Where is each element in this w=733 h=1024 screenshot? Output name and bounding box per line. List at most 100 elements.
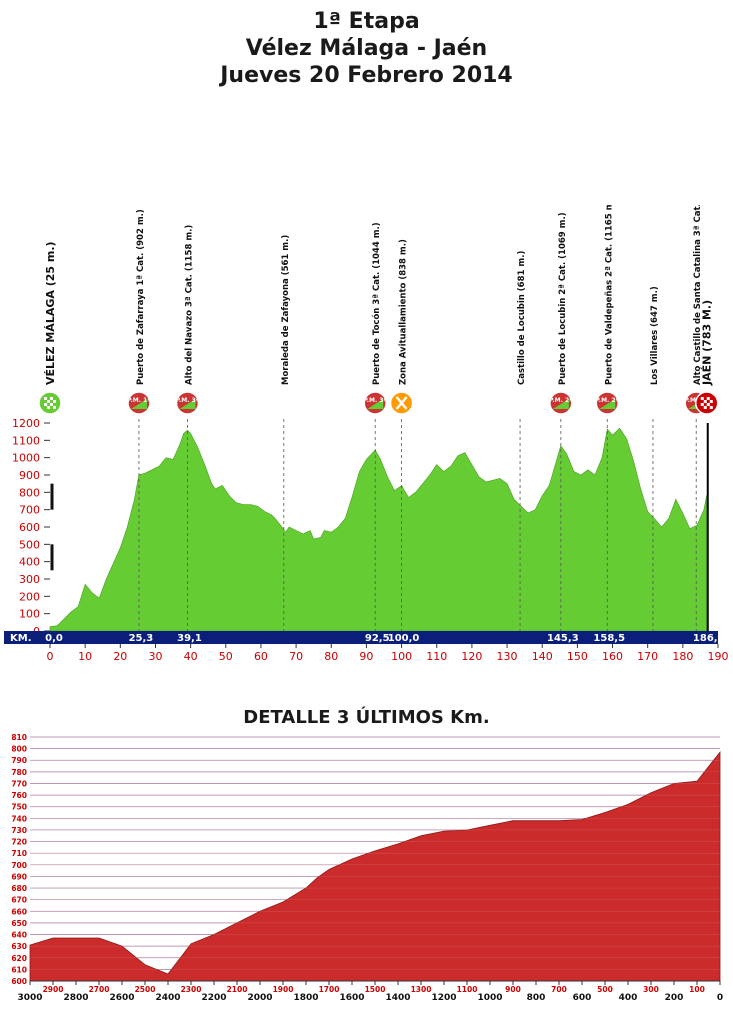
detail-y-tick-label: 700 xyxy=(11,861,27,870)
kom-badge-text: P.M. 2ª xyxy=(596,397,619,404)
poi-label: VÉLEZ MÁLAGA (25 m.) xyxy=(44,241,57,385)
detail-y-tick-label: 780 xyxy=(11,768,27,777)
detail-x-tick-label: 2900 xyxy=(43,985,64,994)
detail-x-tick-label: 2600 xyxy=(109,993,134,1003)
distance-marker: 25,3 xyxy=(129,633,154,644)
detail-x-tick-label: 2100 xyxy=(227,985,248,994)
stage-date: Jueves 20 Febrero 2014 xyxy=(220,63,513,88)
x-tick-label: 20 xyxy=(113,650,127,663)
detail-elevation-area xyxy=(29,750,721,982)
x-tick-label: 170 xyxy=(637,650,658,663)
distance-marker: 186,8 xyxy=(693,633,725,644)
x-tick-label: 180 xyxy=(672,650,693,663)
poi-label: Castillo de Locubin (681 m.) xyxy=(517,251,527,385)
feed-cutlery-icon xyxy=(395,396,408,410)
detail-x-tick-label: 1700 xyxy=(319,985,340,994)
detail-x-tick-label: 400 xyxy=(619,993,638,1003)
y-tick-label: 900 xyxy=(19,469,40,482)
poi-label: Puerto de Tocón 3ª Cat. (1044 m.) xyxy=(371,222,382,385)
x-tick-label: 70 xyxy=(289,650,303,663)
kom-mountain-icon xyxy=(552,399,569,409)
detail-y-tick-label: 660 xyxy=(11,907,27,916)
checker-cell xyxy=(50,403,53,406)
x-tick-label: 190 xyxy=(708,650,729,663)
detail-y-tick-label: 640 xyxy=(11,931,27,940)
checker-cell xyxy=(47,400,50,403)
kom-badge-text: P.M. 1ª xyxy=(127,397,150,404)
detail-x-tick-label: 1000 xyxy=(477,993,502,1003)
detail-x-tick-label: 1100 xyxy=(457,985,478,994)
detail-y-tick-label: 650 xyxy=(11,919,27,928)
poi-label: Puerto de Zafarraya 1ª Cat. (902 m.) xyxy=(136,209,146,385)
detail-y-tick-label: 620 xyxy=(11,954,27,963)
checker-cell xyxy=(44,397,47,400)
x-tick-label: 80 xyxy=(324,650,338,663)
y-tick-label: 600 xyxy=(19,521,40,534)
kom-badge-text: P.M. 2ª xyxy=(549,397,572,404)
detail-y-tick-label: 680 xyxy=(11,884,27,893)
detail-y-tick-label: 750 xyxy=(11,803,27,812)
poi-label: Alto Castillo de Santa Catalina 3ª Cat. … xyxy=(693,205,703,385)
distance-marker: 158,5 xyxy=(593,633,625,644)
detail-y-tick-label: 630 xyxy=(11,942,27,951)
checker-cell xyxy=(53,400,56,403)
distance-bar xyxy=(4,631,718,644)
detail-y-tick-label: 690 xyxy=(11,872,27,881)
detail-x-tick-label: 500 xyxy=(597,985,613,994)
y-tick-label: 1200 xyxy=(12,417,40,430)
detail-x-tick-label: 2400 xyxy=(155,993,180,1003)
detail-y-tick-label: 670 xyxy=(11,896,27,905)
detail-chart-title: DETALLE 3 ÚLTIMOS Km. xyxy=(243,707,490,728)
y-tick-label: 100 xyxy=(19,608,40,621)
poi-label: Moraleda de Zafayona (561 m.) xyxy=(281,235,291,385)
detail-x-tick-label: 2200 xyxy=(201,993,226,1003)
checker-cell xyxy=(703,400,707,403)
y-tick-label: 400 xyxy=(19,556,40,569)
kom-badge-text: P.M. 3ª xyxy=(176,397,199,404)
checker-cell xyxy=(50,397,53,400)
detail-y-tick-label: 760 xyxy=(11,791,27,800)
detail-x-tick-label: 600 xyxy=(573,993,592,1003)
y-tick-label: 200 xyxy=(19,590,40,603)
distance-bar-label: KM. xyxy=(10,633,32,644)
x-tick-label: 30 xyxy=(148,650,162,663)
detail-x-tick-label: 200 xyxy=(665,993,684,1003)
distance-marker: 0,0 xyxy=(45,633,63,644)
detail-x-tick-label: 1900 xyxy=(273,985,294,994)
x-tick-label: 130 xyxy=(497,650,518,663)
kom-mountain-icon xyxy=(367,399,384,409)
x-tick-label: 110 xyxy=(426,650,447,663)
detail-x-tick-label: 2000 xyxy=(247,993,272,1003)
x-tick-label: 50 xyxy=(219,650,233,663)
x-tick-label: 0 xyxy=(47,650,54,663)
detail-x-tick-label: 2800 xyxy=(63,993,88,1003)
detail-y-tick-label: 740 xyxy=(11,814,27,823)
checker-cell xyxy=(53,406,56,409)
detail-x-tick-label: 100 xyxy=(689,985,705,994)
detail-x-tick-label: 1600 xyxy=(339,993,364,1003)
detail-y-tick-label: 710 xyxy=(11,849,27,858)
checker-cell xyxy=(706,397,710,400)
checker-cell xyxy=(700,397,704,400)
stage-number: 1ª Etapa xyxy=(313,9,420,34)
y-tick-label: 500 xyxy=(19,538,40,551)
detail-y-tick-label: 730 xyxy=(11,826,27,835)
detail-x-tick-label: 1400 xyxy=(385,993,410,1003)
distance-marker: 92,5 xyxy=(365,633,390,644)
poi-label: Puerto de Valdepeñas 2ª Cat. (1165 m.) xyxy=(604,205,614,385)
kom-mountain-icon xyxy=(179,399,196,409)
detail-y-tick-label: 770 xyxy=(11,779,27,788)
detail-x-tick-label: 2700 xyxy=(89,985,110,994)
detail-x-tick-label: 3000 xyxy=(17,993,42,1003)
detail-x-tick-label: 900 xyxy=(505,985,521,994)
detail-x-tick-label: 1200 xyxy=(431,993,456,1003)
y-tick-label: 800 xyxy=(19,486,40,499)
checker-cell xyxy=(709,406,713,409)
stage-profile-chart: 0100200300400500600700800900100011001200… xyxy=(4,205,729,663)
y-tick-label: 700 xyxy=(19,504,40,517)
x-tick-label: 40 xyxy=(184,650,198,663)
x-tick-label: 140 xyxy=(532,650,553,663)
distance-marker: 100,0 xyxy=(388,633,420,644)
y-tick-label: 300 xyxy=(19,573,40,586)
detail-x-tick-label: 2300 xyxy=(181,985,202,994)
